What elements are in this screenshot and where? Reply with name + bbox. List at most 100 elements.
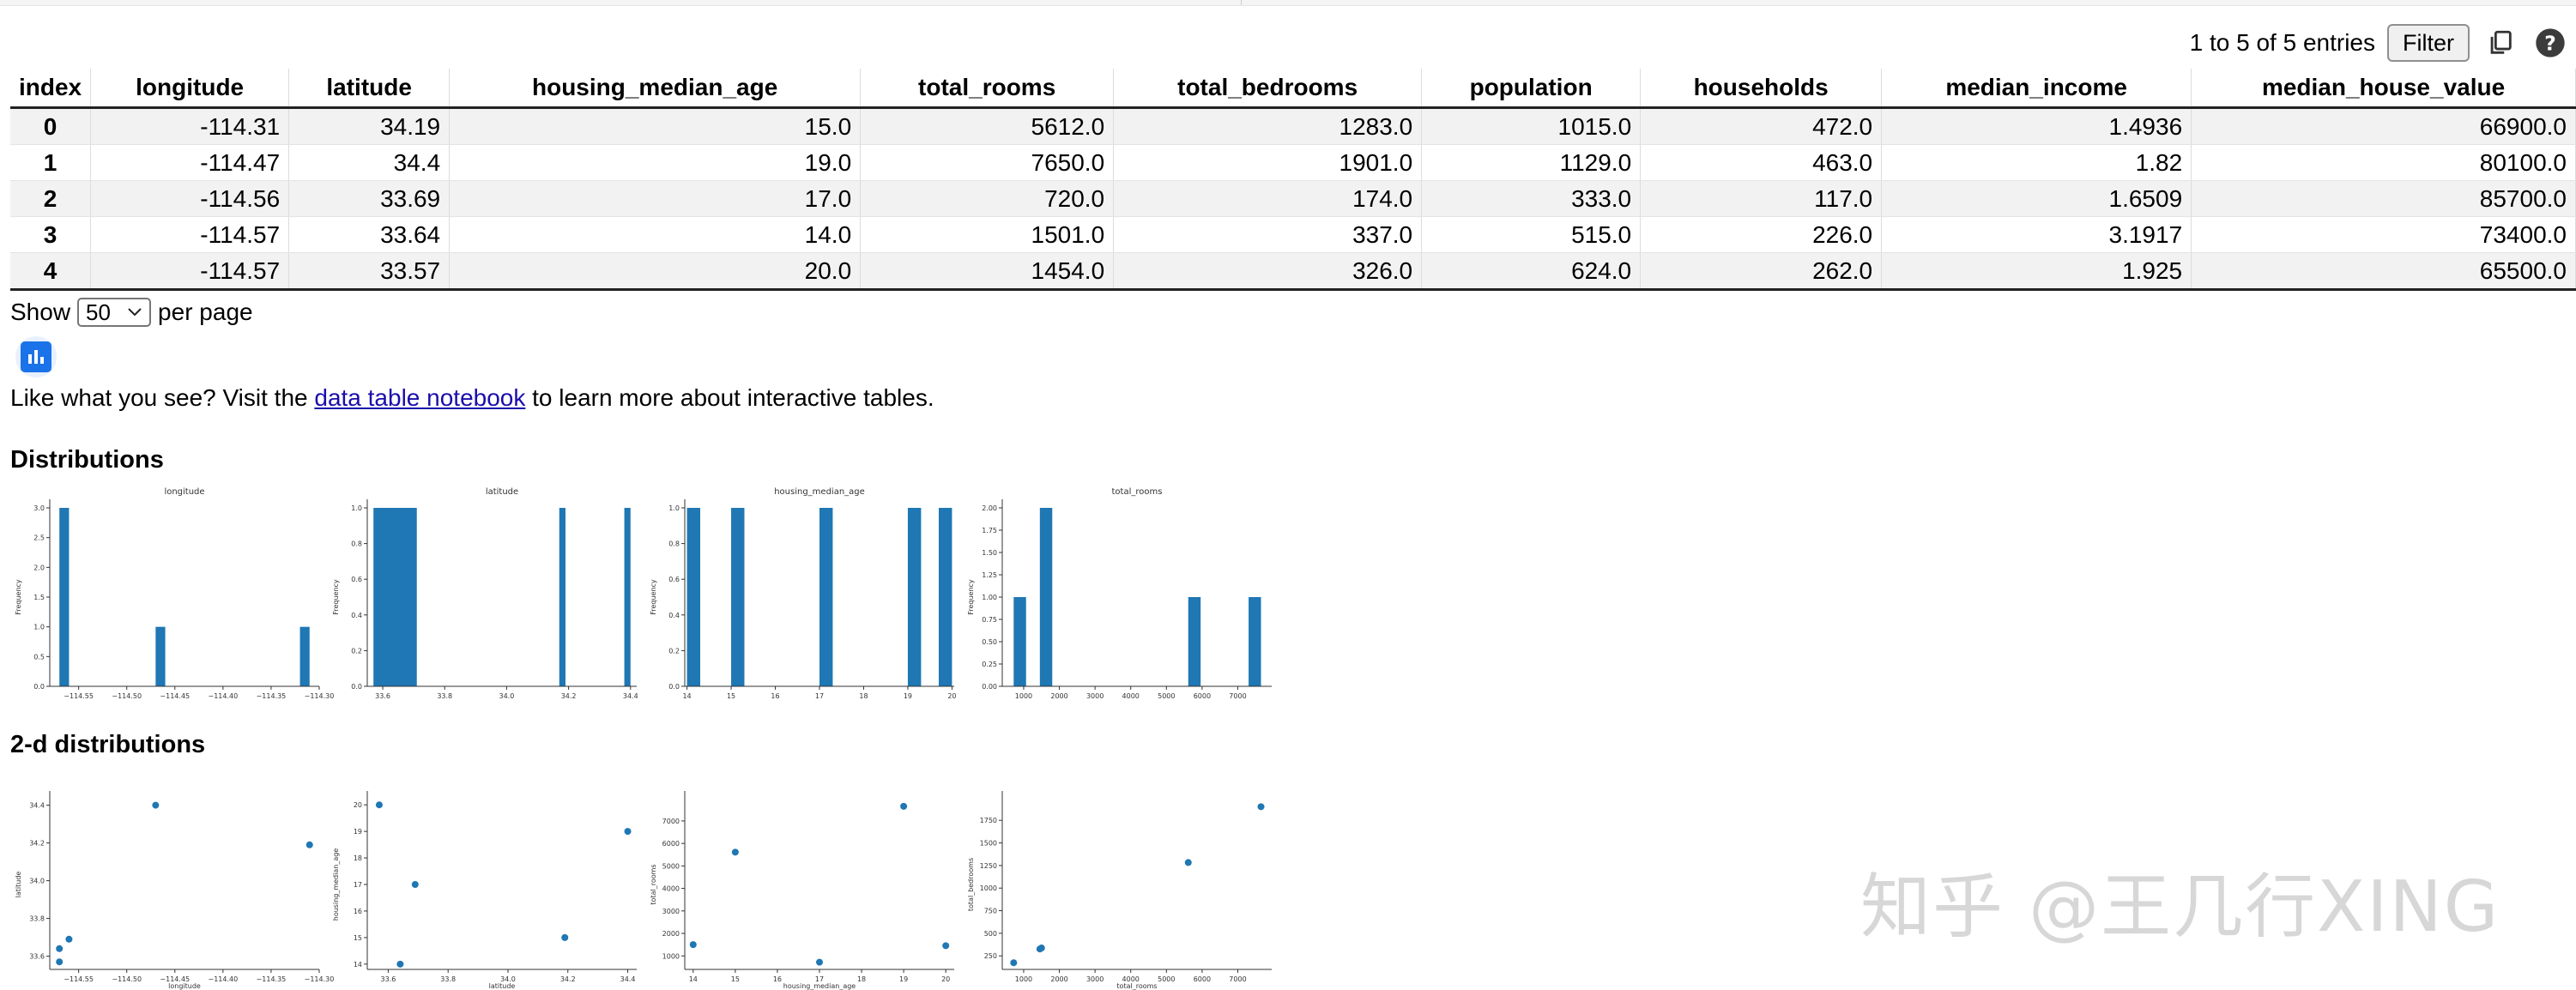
- filter-button[interactable]: Filter: [2387, 24, 2470, 62]
- y-tick-label: 18: [354, 854, 362, 862]
- column-header[interactable]: population: [1421, 69, 1642, 109]
- column-header[interactable]: households: [1640, 69, 1883, 109]
- y-tick-label: 0.6: [351, 576, 362, 583]
- x-tick-label: 34.0: [500, 975, 516, 983]
- data-table-notebook-link[interactable]: data table notebook: [314, 384, 526, 411]
- cell-total-rooms: 1501.0: [860, 216, 1115, 253]
- cell-index: 0: [10, 107, 92, 145]
- cell-median-income: 3.1917: [1881, 216, 2192, 253]
- cell-median-house-value: 66900.0: [2191, 107, 2576, 145]
- column-header[interactable]: median_income: [1881, 69, 2192, 109]
- column-header[interactable]: latitude: [288, 69, 450, 109]
- y-axis-label: Frequency: [332, 579, 340, 615]
- scatter-point: [396, 960, 404, 968]
- histogram-bar: [1039, 508, 1053, 686]
- help-icon[interactable]: ?: [2531, 24, 2569, 62]
- y-tick-label: 0.0: [33, 683, 45, 691]
- per-page-select[interactable]: 50: [77, 298, 152, 327]
- chevron-down-icon: [128, 308, 142, 317]
- x-tick-label: 33.8: [440, 975, 456, 983]
- column-header[interactable]: housing_median_age: [449, 69, 862, 109]
- column-header[interactable]: total_rooms: [860, 69, 1115, 109]
- copy-icon[interactable]: [2482, 24, 2519, 62]
- scatter-point: [624, 828, 632, 836]
- cell-index: 4: [10, 252, 92, 291]
- cell-population: 1015.0: [1421, 107, 1642, 145]
- promo-text: Like what you see? Visit the data table …: [10, 384, 934, 412]
- x-tick-label: −114.40: [209, 975, 239, 983]
- y-tick-label: 0.0: [668, 683, 680, 691]
- x-tick-label: −114.45: [160, 975, 190, 983]
- column-header[interactable]: longitude: [90, 69, 290, 109]
- y-tick-label: 0.2: [668, 647, 680, 655]
- x-tick-label: 3000: [1086, 692, 1104, 700]
- cell-longitude: -114.31: [90, 107, 290, 145]
- x-tick-label: −114.50: [112, 692, 142, 700]
- cell-latitude: 34.4: [288, 144, 450, 181]
- scatter-point: [1257, 803, 1265, 811]
- x-tick-label: 2000: [1050, 975, 1067, 983]
- histogram-bar: [1188, 597, 1201, 686]
- column-header[interactable]: index: [10, 69, 92, 109]
- histogram-bar: [299, 626, 310, 686]
- x-tick-label: 15: [731, 975, 740, 983]
- y-axis-label: latitude: [15, 872, 22, 898]
- scatter-point: [900, 802, 908, 810]
- y-tick-label: 33.6: [29, 953, 45, 961]
- column-header[interactable]: median_house_value: [2191, 69, 2576, 109]
- x-tick-label: 6000: [1194, 692, 1211, 700]
- x-tick-label: 7000: [1229, 975, 1246, 983]
- x-tick-label: 16: [773, 975, 782, 983]
- cell-median-income: 1.925: [1881, 252, 2192, 291]
- cell-population: 515.0: [1421, 216, 1642, 253]
- y-tick-label: 0.2: [351, 647, 362, 655]
- x-tick-label: −114.35: [257, 692, 287, 700]
- y-tick-label: 0.4: [668, 612, 680, 619]
- y-tick-label: 2.0: [33, 564, 45, 571]
- scatter-point: [56, 958, 63, 966]
- chart-panel-longitude-vs-latitude: −114.55 −114.50 −114.45 −114.40 −114.35 −114.…: [15, 791, 334, 990]
- show-label: Show: [10, 299, 71, 325]
- chart-panel-total-rooms: total_rooms 1000 2000 3000 4000 5000 6000 7000 0…: [967, 487, 1272, 700]
- y-tick-label: 1.25: [982, 571, 997, 579]
- cell-households: 117.0: [1640, 180, 1883, 217]
- y-tick-label: 3.0: [33, 504, 45, 512]
- x-tick-label: −114.55: [63, 975, 94, 983]
- table-row[interactable]: 2 -114.56 33.69 17.0 720.0 174.0 333.0 117.0 1.6…: [10, 180, 2576, 217]
- chart-panel-housing-median-age: housing_median_age 14 15 16 17 18 19 20 0.0 0.2 0.…: [650, 487, 957, 700]
- cell-housing-median-age: 20.0: [449, 252, 862, 291]
- x-tick-label: 33.6: [381, 975, 396, 983]
- y-tick-label: 0.8: [668, 540, 680, 548]
- y-tick-label: 4000: [662, 885, 680, 893]
- cell-population: 1129.0: [1421, 144, 1642, 181]
- top-strip: [0, 0, 2576, 6]
- x-tick-label: 19: [899, 975, 908, 983]
- y-tick-label: 0.0: [351, 683, 362, 691]
- histogram-bar: [624, 508, 631, 686]
- column-header[interactable]: total_bedrooms: [1113, 69, 1423, 109]
- 2d-distributions-heading: 2-d distributions: [10, 731, 206, 758]
- table-row[interactable]: 3 -114.57 33.64 14.0 1501.0 337.0 515.0 226.0 3.…: [10, 216, 2576, 253]
- table-row[interactable]: 1 -114.47 34.4 19.0 7650.0 1901.0 1129.0 463.0 1…: [10, 144, 2576, 181]
- histogram-bar: [395, 508, 417, 686]
- cell-population: 624.0: [1421, 252, 1642, 291]
- x-tick-label: −114.45: [160, 692, 190, 700]
- x-axis-label: latitude: [489, 982, 516, 990]
- x-tick-label: 17: [815, 692, 824, 700]
- histogram-bar: [1249, 597, 1261, 686]
- table-row[interactable]: 0 -114.31 34.19 15.0 5612.0 1283.0 1015.0 472.0…: [10, 107, 2576, 145]
- x-tick-label: −114.40: [209, 692, 239, 700]
- cell-housing-median-age: 19.0: [449, 144, 862, 181]
- histogram-bar: [155, 626, 166, 686]
- bar-chart-icon: [21, 341, 51, 372]
- y-tick-label: 1250: [980, 862, 997, 870]
- cell-longitude: -114.57: [90, 216, 290, 253]
- cell-median-income: 1.4936: [1881, 107, 2192, 145]
- y-tick-label: 1750: [980, 817, 997, 824]
- table-row[interactable]: 4 -114.57 33.57 20.0 1454.0 326.0 624.0 262.0 1.…: [10, 252, 2576, 291]
- x-tick-label: −114.50: [112, 975, 142, 983]
- suggest-charts-button[interactable]: [15, 336, 57, 377]
- x-tick-label: 14: [682, 692, 691, 700]
- histogram-bar: [819, 508, 833, 686]
